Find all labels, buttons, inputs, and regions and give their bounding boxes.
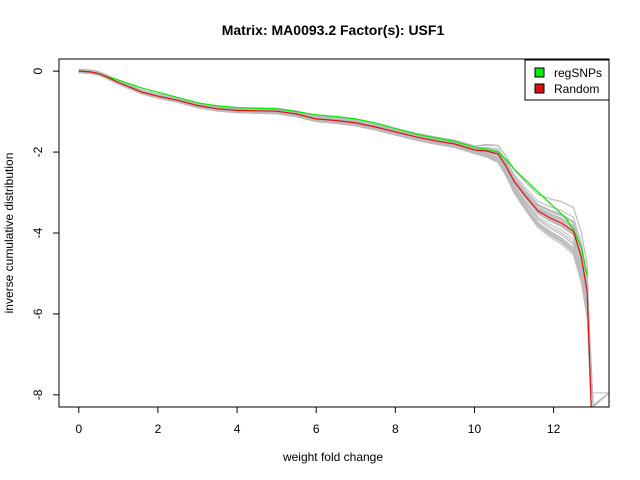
y-axis-label: inverse cumulative distribution — [2, 153, 16, 314]
random-background-line — [78, 69, 592, 407]
random-background-line — [78, 71, 594, 407]
y-tick-label: 0 — [31, 67, 45, 74]
x-tick-label: 10 — [468, 422, 482, 436]
legend: regSNPs Random — [524, 59, 610, 101]
random-background-line — [78, 71, 594, 407]
x-axis: 0 2 4 6 8 10 12 — [75, 407, 561, 436]
y-tick-label: -2 — [31, 146, 45, 157]
chart-title: Matrix: MA0093.2 Factor(s): USF1 — [222, 22, 445, 38]
y-axis: 0 -2 -4 -6 -8 — [31, 67, 59, 400]
x-tick-label: 4 — [234, 422, 241, 436]
legend-swatch-regsnps — [534, 67, 545, 78]
legend-label-random: Random — [554, 82, 599, 96]
x-tick-label: 12 — [547, 422, 561, 436]
series-line-random — [78, 70, 592, 407]
series-line-regsnps — [78, 70, 588, 276]
legend-swatch-random — [534, 83, 545, 94]
random-background-line — [78, 72, 592, 407]
series-lines — [78, 70, 592, 407]
x-tick-label: 8 — [392, 422, 399, 436]
y-tick-label: -4 — [31, 227, 45, 238]
x-tick-label: 0 — [75, 422, 82, 436]
legend-label-regsnps: regSNPs — [554, 66, 602, 80]
y-tick-label: -8 — [31, 389, 45, 400]
x-tick-label: 6 — [313, 422, 320, 436]
random-background-lines — [78, 68, 609, 407]
x-tick-label: 2 — [155, 422, 162, 436]
random-background-line — [78, 72, 609, 407]
random-background-line — [78, 71, 592, 407]
plot-frame — [58, 58, 610, 408]
y-tick-label: -6 — [31, 308, 45, 319]
x-axis-label: weight fold change — [282, 450, 383, 464]
